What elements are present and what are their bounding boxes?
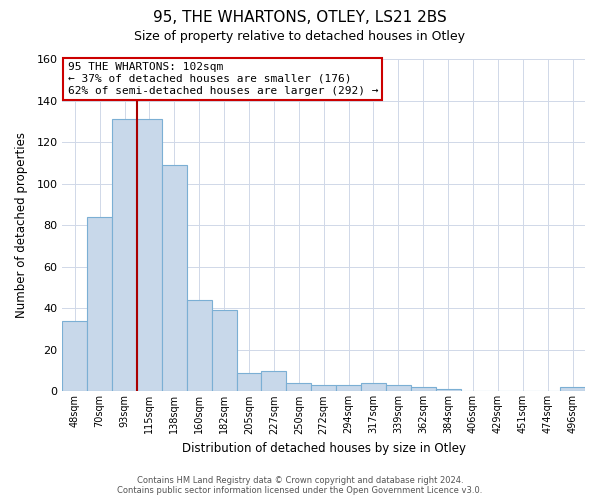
Bar xyxy=(311,385,336,392)
Text: Contains HM Land Registry data © Crown copyright and database right 2024.
Contai: Contains HM Land Registry data © Crown c… xyxy=(118,476,482,495)
Bar xyxy=(236,372,262,392)
Bar xyxy=(386,385,411,392)
Bar xyxy=(262,370,286,392)
Bar xyxy=(436,390,461,392)
Bar xyxy=(336,385,361,392)
Text: 95, THE WHARTONS, OTLEY, LS21 2BS: 95, THE WHARTONS, OTLEY, LS21 2BS xyxy=(153,10,447,25)
Text: 95 THE WHARTONS: 102sqm
← 37% of detached houses are smaller (176)
62% of semi-d: 95 THE WHARTONS: 102sqm ← 37% of detache… xyxy=(68,62,378,96)
Bar xyxy=(137,119,162,392)
Bar xyxy=(62,321,87,392)
Text: Size of property relative to detached houses in Otley: Size of property relative to detached ho… xyxy=(134,30,466,43)
Bar xyxy=(560,387,585,392)
Bar xyxy=(411,387,436,392)
Bar xyxy=(212,310,236,392)
Bar xyxy=(112,119,137,392)
X-axis label: Distribution of detached houses by size in Otley: Distribution of detached houses by size … xyxy=(182,442,466,455)
Bar xyxy=(361,383,386,392)
Bar xyxy=(286,383,311,392)
Bar xyxy=(187,300,212,392)
Y-axis label: Number of detached properties: Number of detached properties xyxy=(15,132,28,318)
Bar xyxy=(87,217,112,392)
Bar xyxy=(162,165,187,392)
